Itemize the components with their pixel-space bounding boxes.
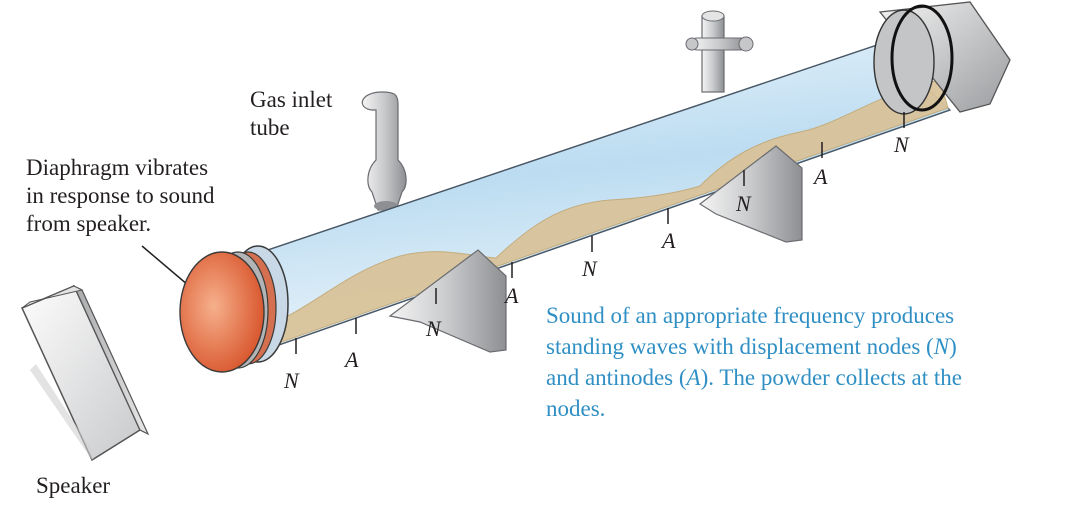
- speaker-label: Speaker: [36, 473, 111, 498]
- diaphragm: [179, 245, 289, 373]
- end-cap: [873, 1, 1011, 115]
- caption-line2-pre: standing waves with displacement nodes (: [546, 334, 934, 359]
- valve: [685, 10, 754, 93]
- baffle-1: [388, 249, 507, 353]
- caption-line3-post: ). The powder collects at the: [700, 365, 963, 390]
- gas-inlet-label: Gas inlet tube: [250, 86, 332, 142]
- diaphragm-label-line1: Diaphragm vibrates: [26, 155, 209, 180]
- position-ticks: [295, 112, 905, 354]
- marker-node-4: N: [736, 191, 751, 216]
- marker-antinode-2: A: [505, 283, 519, 308]
- caption-line2-post: ): [949, 334, 957, 359]
- gas-inlet-tube: [361, 91, 407, 211]
- caption: Sound of an appropriate frequency produc…: [546, 300, 1046, 424]
- caption-line4: nodes.: [546, 396, 606, 421]
- caption-line3: and antinodes (A). The powder collects a…: [546, 362, 1046, 393]
- marker-antinode-4: A: [814, 164, 828, 189]
- caption-line3-symbol: A: [686, 365, 701, 390]
- marker-node-3: N: [582, 256, 597, 281]
- diaphragm-label: Diaphragm vibrates in response to sound …: [26, 154, 214, 238]
- marker-node-1: N: [284, 368, 299, 393]
- marker-antinode-1: A: [345, 347, 359, 372]
- diaphragm-label-line2: in response to sound: [26, 183, 215, 208]
- caption-line3-pre: and antinodes (: [546, 365, 687, 390]
- caption-line1: Sound of an appropriate frequency produc…: [546, 303, 955, 328]
- speaker-box: [20, 284, 150, 462]
- baffle-2: [698, 145, 803, 243]
- marker-node-5: N: [894, 132, 909, 157]
- caption-line2-symbol: N: [933, 334, 950, 359]
- gas-inlet-label-line1: Gas inlet: [250, 87, 333, 112]
- marker-node-2: N: [426, 316, 441, 341]
- gas-inlet-label-line2: tube: [250, 115, 290, 140]
- diaphragm-label-line3: from speaker.: [26, 211, 152, 236]
- caption-line2: standing waves with displacement nodes (…: [546, 331, 1046, 362]
- marker-antinode-3: A: [662, 228, 676, 253]
